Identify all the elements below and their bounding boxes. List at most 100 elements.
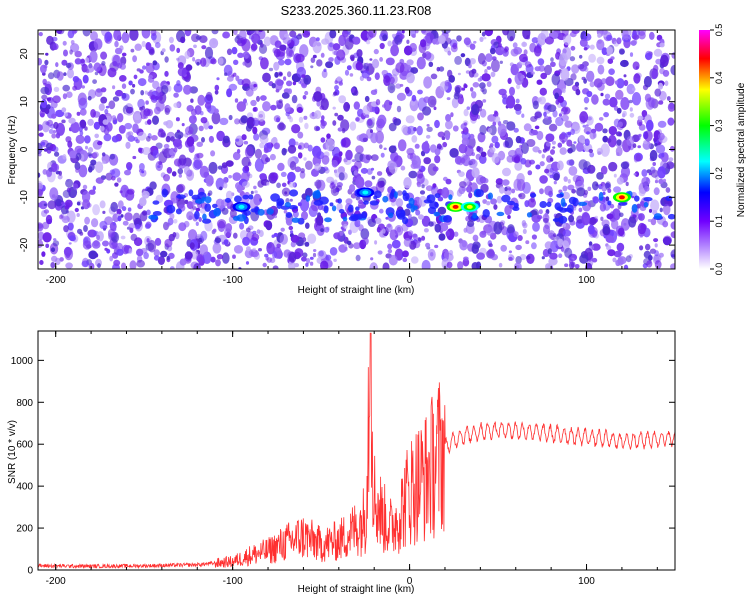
heatmap-noise-blob (360, 228, 370, 240)
heatmap-noise-blob (332, 43, 341, 51)
heatmap-noise-blob (371, 175, 376, 180)
heatmap-noise-blob (635, 154, 641, 162)
heatmap-noise-blob (113, 119, 118, 125)
heatmap-noise-blob (643, 76, 652, 88)
heatmap-noise-blob (581, 212, 591, 226)
heatmap-noise-blob (575, 88, 581, 96)
heatmap-noise-blob (325, 61, 334, 69)
heatmap-noise-blob (61, 215, 70, 224)
heatmap-noise-blob (470, 159, 476, 165)
heatmap-noise-blob (116, 177, 122, 183)
heatmap-noise-blob (197, 94, 206, 106)
heatmap-noise-blob (336, 76, 342, 82)
heatmap-noise-blob (523, 49, 528, 56)
heatmap-noise-blob (224, 72, 228, 76)
heatmap-noise-blob (425, 185, 433, 192)
heatmap-noise-blob (400, 165, 406, 171)
heatmap-noise-blob (214, 84, 220, 91)
heatmap-band-blob (429, 201, 439, 210)
heatmap-noise-blob (38, 188, 43, 198)
heatmap-noise-blob (534, 66, 541, 72)
heatmap-noise-blob (447, 69, 453, 78)
heatmap-noise-blob (669, 145, 675, 152)
heatmap-noise-blob (281, 92, 290, 99)
heatmap-noise-blob (527, 170, 533, 176)
heatmap-noise-blob (101, 160, 106, 165)
heatmap-noise-blob (625, 181, 629, 187)
x-tick-label: -100 (223, 576, 243, 587)
heatmap-noise-blob (195, 207, 201, 212)
heatmap-noise-blob (277, 59, 285, 66)
heatmap-noise-blob (170, 136, 175, 142)
heatmap-noise-blob (474, 238, 478, 243)
heatmap-noise-blob (121, 52, 127, 57)
heatmap-noise-blob (55, 132, 61, 139)
heatmap-noise-blob (114, 40, 119, 48)
heatmap-band-blob (496, 211, 505, 217)
heatmap-noise-blob (316, 59, 323, 67)
heatmap-band-blob (195, 199, 205, 204)
heatmap-noise-blob (46, 169, 53, 177)
heatmap-noise-blob (589, 130, 596, 140)
heatmap-noise-blob (115, 89, 123, 97)
heatmap-noise-blob (45, 52, 49, 56)
heatmap-noise-blob (536, 130, 544, 141)
heatmap-noise-blob (163, 143, 170, 149)
heatmap-noise-blob (189, 86, 198, 94)
heatmap-noise-blob (80, 58, 85, 64)
heatmap-noise-blob (256, 229, 261, 234)
heatmap-noise-blob (472, 82, 480, 88)
heatmap-noise-blob (349, 121, 357, 131)
heatmap-band-blob (526, 212, 532, 218)
heatmap-noise-blob (90, 159, 97, 166)
heatmap-noise-blob (527, 198, 536, 208)
heatmap-noise-blob (284, 103, 291, 113)
heatmap-noise-blob (85, 57, 90, 63)
heatmap-noise-blob (662, 178, 667, 183)
heatmap-noise-blob (153, 249, 160, 257)
heatmap-noise-blob (576, 187, 586, 197)
heatmap-noise-blob (584, 107, 588, 110)
heatmap-noise-blob (653, 48, 663, 57)
heatmap-noise-blob (129, 30, 139, 41)
heatmap-noise-blob (654, 250, 659, 257)
heatmap-noise-blob (524, 61, 532, 68)
heatmap-noise-blob (445, 230, 451, 237)
heatmap-noise-blob (498, 262, 503, 268)
heatmap-noise-blob (620, 59, 629, 68)
heatmap-noise-blob (104, 108, 109, 115)
heatmap-noise-blob (79, 108, 87, 116)
heatmap-noise-blob (266, 242, 275, 255)
colorbar: 0.0 0.1 0.2 0.3 0.4 0.5 Normalized spectral a… (699, 24, 747, 275)
y-tick-label: 10 (19, 96, 30, 108)
heatmap-noise-blob (39, 260, 44, 265)
heatmap-noise-blob (75, 152, 82, 161)
heatmap-noise-blob (365, 114, 370, 118)
heatmap-band-blob (448, 194, 453, 201)
heatmap-noise-blob (158, 161, 163, 165)
heatmap-noise-blob (645, 52, 653, 60)
heatmap-noise-blob (564, 263, 569, 268)
heatmap-noise-blob (222, 252, 230, 264)
heatmap-noise-blob (221, 207, 229, 215)
heatmap-noise-blob (253, 119, 260, 126)
heatmap-band-blob (285, 212, 293, 218)
heatmap-noise-blob (333, 232, 342, 240)
heatmap-noise-blob (329, 30, 337, 39)
heatmap-band-blob (188, 189, 194, 197)
heatmap-noise-blob (272, 265, 279, 269)
heatmap-noise-blob (645, 243, 651, 251)
heatmap-noise-blob (333, 91, 338, 96)
heatmap-noise-blob (559, 147, 567, 155)
heatmap-noise-blob (53, 238, 57, 241)
heatmap-noise-blob (655, 144, 666, 154)
heatmap-band-blob (338, 209, 345, 214)
heatmap-noise-blob (414, 143, 420, 149)
heatmap-noise-blob (223, 177, 228, 184)
heatmap-noise-blob (320, 228, 324, 233)
heatmap-noise-blob (289, 116, 294, 123)
heatmap-noise-blob (461, 137, 469, 146)
heatmap-noise-blob (133, 136, 139, 142)
heatmap-noise-blob (38, 239, 44, 248)
heatmap-noise-blob (185, 64, 193, 71)
